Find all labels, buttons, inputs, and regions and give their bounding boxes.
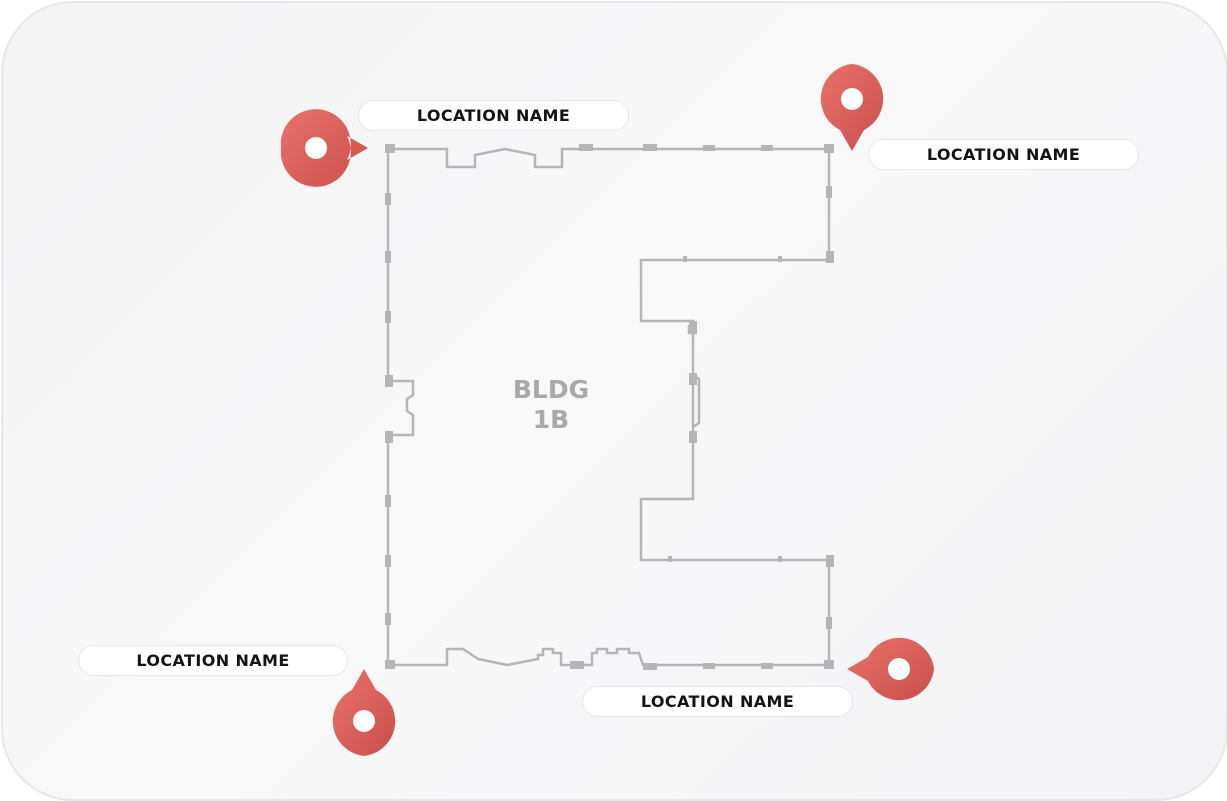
map-pin-icon-top-right[interactable] [820,64,884,151]
location-label-top-left[interactable]: LOCATION NAME [358,100,629,131]
map-pin-icon-bottom-left[interactable] [332,669,396,756]
building-name: BLDG 1B [481,375,621,435]
floor-plan [280,64,934,756]
building-name-line1: BLDG [512,375,590,404]
location-label-bottom-right[interactable]: LOCATION NAME [582,686,853,717]
location-label-top-right[interactable]: LOCATION NAME [868,139,1139,170]
map-pin-icon-bottom-right[interactable] [847,637,934,701]
map-pin-icon-top-left[interactable] [280,109,368,187]
building-name-line2: 1B [532,405,570,434]
location-label-bottom-left[interactable]: LOCATION NAME [78,645,348,676]
column-markers [385,144,834,670]
